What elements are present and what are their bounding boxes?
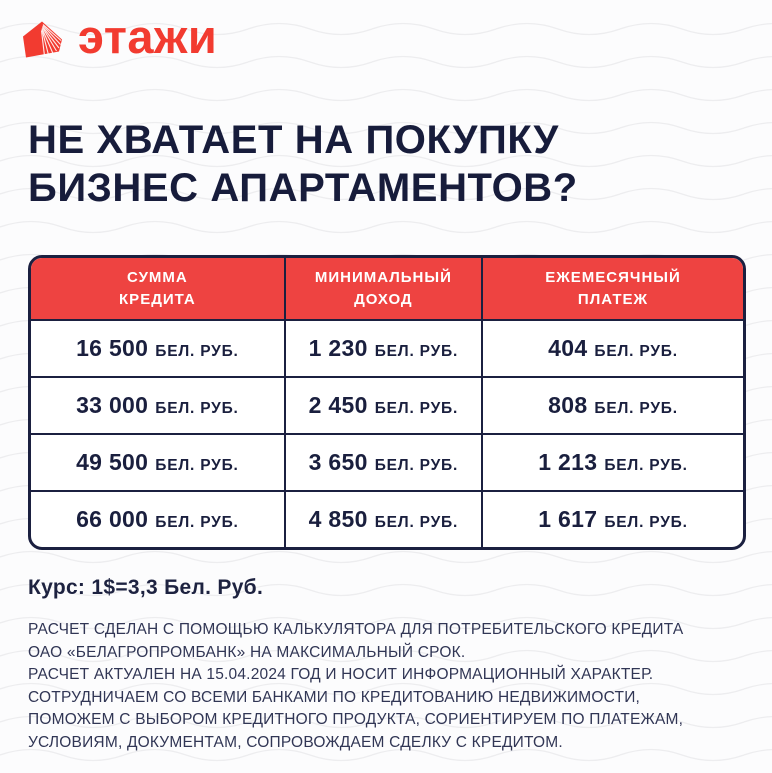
currency-label: БЕЛ. РУБ. [374, 343, 459, 360]
table-cell: 4 850 БЕЛ. РУБ. [283, 490, 481, 547]
amount: 1 230 [308, 335, 368, 361]
table-header-monthly-payment: ЕЖЕМЕСЯЧНЫЙ ПЛАТЕЖ [480, 258, 743, 319]
amount: 33 000 [76, 392, 149, 418]
amount: 66 000 [76, 506, 149, 532]
amount: 49 500 [76, 449, 149, 475]
table-cell: 2 450 БЕЛ. РУБ. [283, 376, 481, 433]
table-cell: 49 500 БЕЛ. РУБ. [31, 433, 284, 490]
currency-label: БЕЛ. РУБ. [594, 400, 678, 417]
table-header-credit-sum: СУММА КРЕДИТА [31, 258, 284, 319]
exchange-rate: Курс: 1$=3,3 Бел. Руб. [28, 576, 264, 599]
brand-name: этажи [78, 10, 218, 63]
amount: 16 500 [76, 335, 149, 361]
table-cell: 404 БЕЛ. РУБ. [480, 319, 743, 376]
currency-label: БЕЛ. РУБ. [155, 400, 239, 417]
brand-logo: этажи [16, 13, 772, 66]
amount: 2 450 [308, 392, 368, 418]
currency-label: БЕЛ. РУБ. [374, 400, 459, 417]
column-header-label: МИНИМАЛЬНЫЙ ДОХОД [314, 268, 452, 308]
amount: 4 850 [308, 506, 368, 532]
amount: 808 [548, 392, 588, 418]
credit-table: СУММА КРЕДИТА МИНИМАЛЬНЫЙ ДОХОД ЕЖЕМЕСЯЧ… [28, 255, 746, 550]
table-cell: 1 230 БЕЛ. РУБ. [283, 319, 481, 376]
table-cell: 1 213 БЕЛ. РУБ. [480, 433, 743, 490]
amount: 3 650 [308, 449, 368, 475]
disclaimer: РАСЧЕТ СДЕЛАН С ПОМОЩЬЮ КАЛЬКУЛЯТОРА ДЛЯ… [28, 621, 684, 751]
table-cell: 1 617 БЕЛ. РУБ. [480, 490, 743, 547]
currency-label: БЕЛ. РУБ. [155, 514, 239, 531]
currency-label: БЕЛ. РУБ. [594, 343, 678, 360]
table-cell: 16 500 БЕЛ. РУБ. [31, 319, 284, 376]
etazhi-house-icon [23, 21, 62, 58]
currency-label: БЕЛ. РУБ. [374, 514, 459, 531]
column-header-label: СУММА КРЕДИТА [119, 268, 196, 308]
currency-label: БЕЛ. РУБ. [155, 343, 239, 360]
table-header-min-income: МИНИМАЛЬНЫЙ ДОХОД [283, 258, 481, 319]
currency-label: БЕЛ. РУБ. [374, 457, 459, 474]
amount: 1 213 [538, 449, 598, 475]
amount: 1 617 [538, 506, 598, 532]
column-header-label: ЕЖЕМЕСЯЧНЫЙ ПЛАТЕЖ [545, 268, 681, 308]
table-cell: 808 БЕЛ. РУБ. [480, 376, 743, 433]
currency-label: БЕЛ. РУБ. [155, 457, 239, 474]
currency-label: БЕЛ. РУБ. [604, 457, 688, 474]
amount: 404 [548, 335, 588, 361]
table-cell: 3 650 БЕЛ. РУБ. [283, 433, 481, 490]
table-cell: 33 000 БЕЛ. РУБ. [31, 376, 284, 433]
page-title: НЕ ХВАТАЕТ НА ПОКУПКУ БИЗНЕС АПАРТАМЕНТО… [28, 118, 578, 210]
currency-label: БЕЛ. РУБ. [604, 514, 688, 531]
table-cell: 66 000 БЕЛ. РУБ. [31, 490, 284, 547]
flyer: этажи НЕ ХВАТАЕТ НА ПОКУПКУ БИЗНЕС АПАРТ… [0, 13, 772, 754]
